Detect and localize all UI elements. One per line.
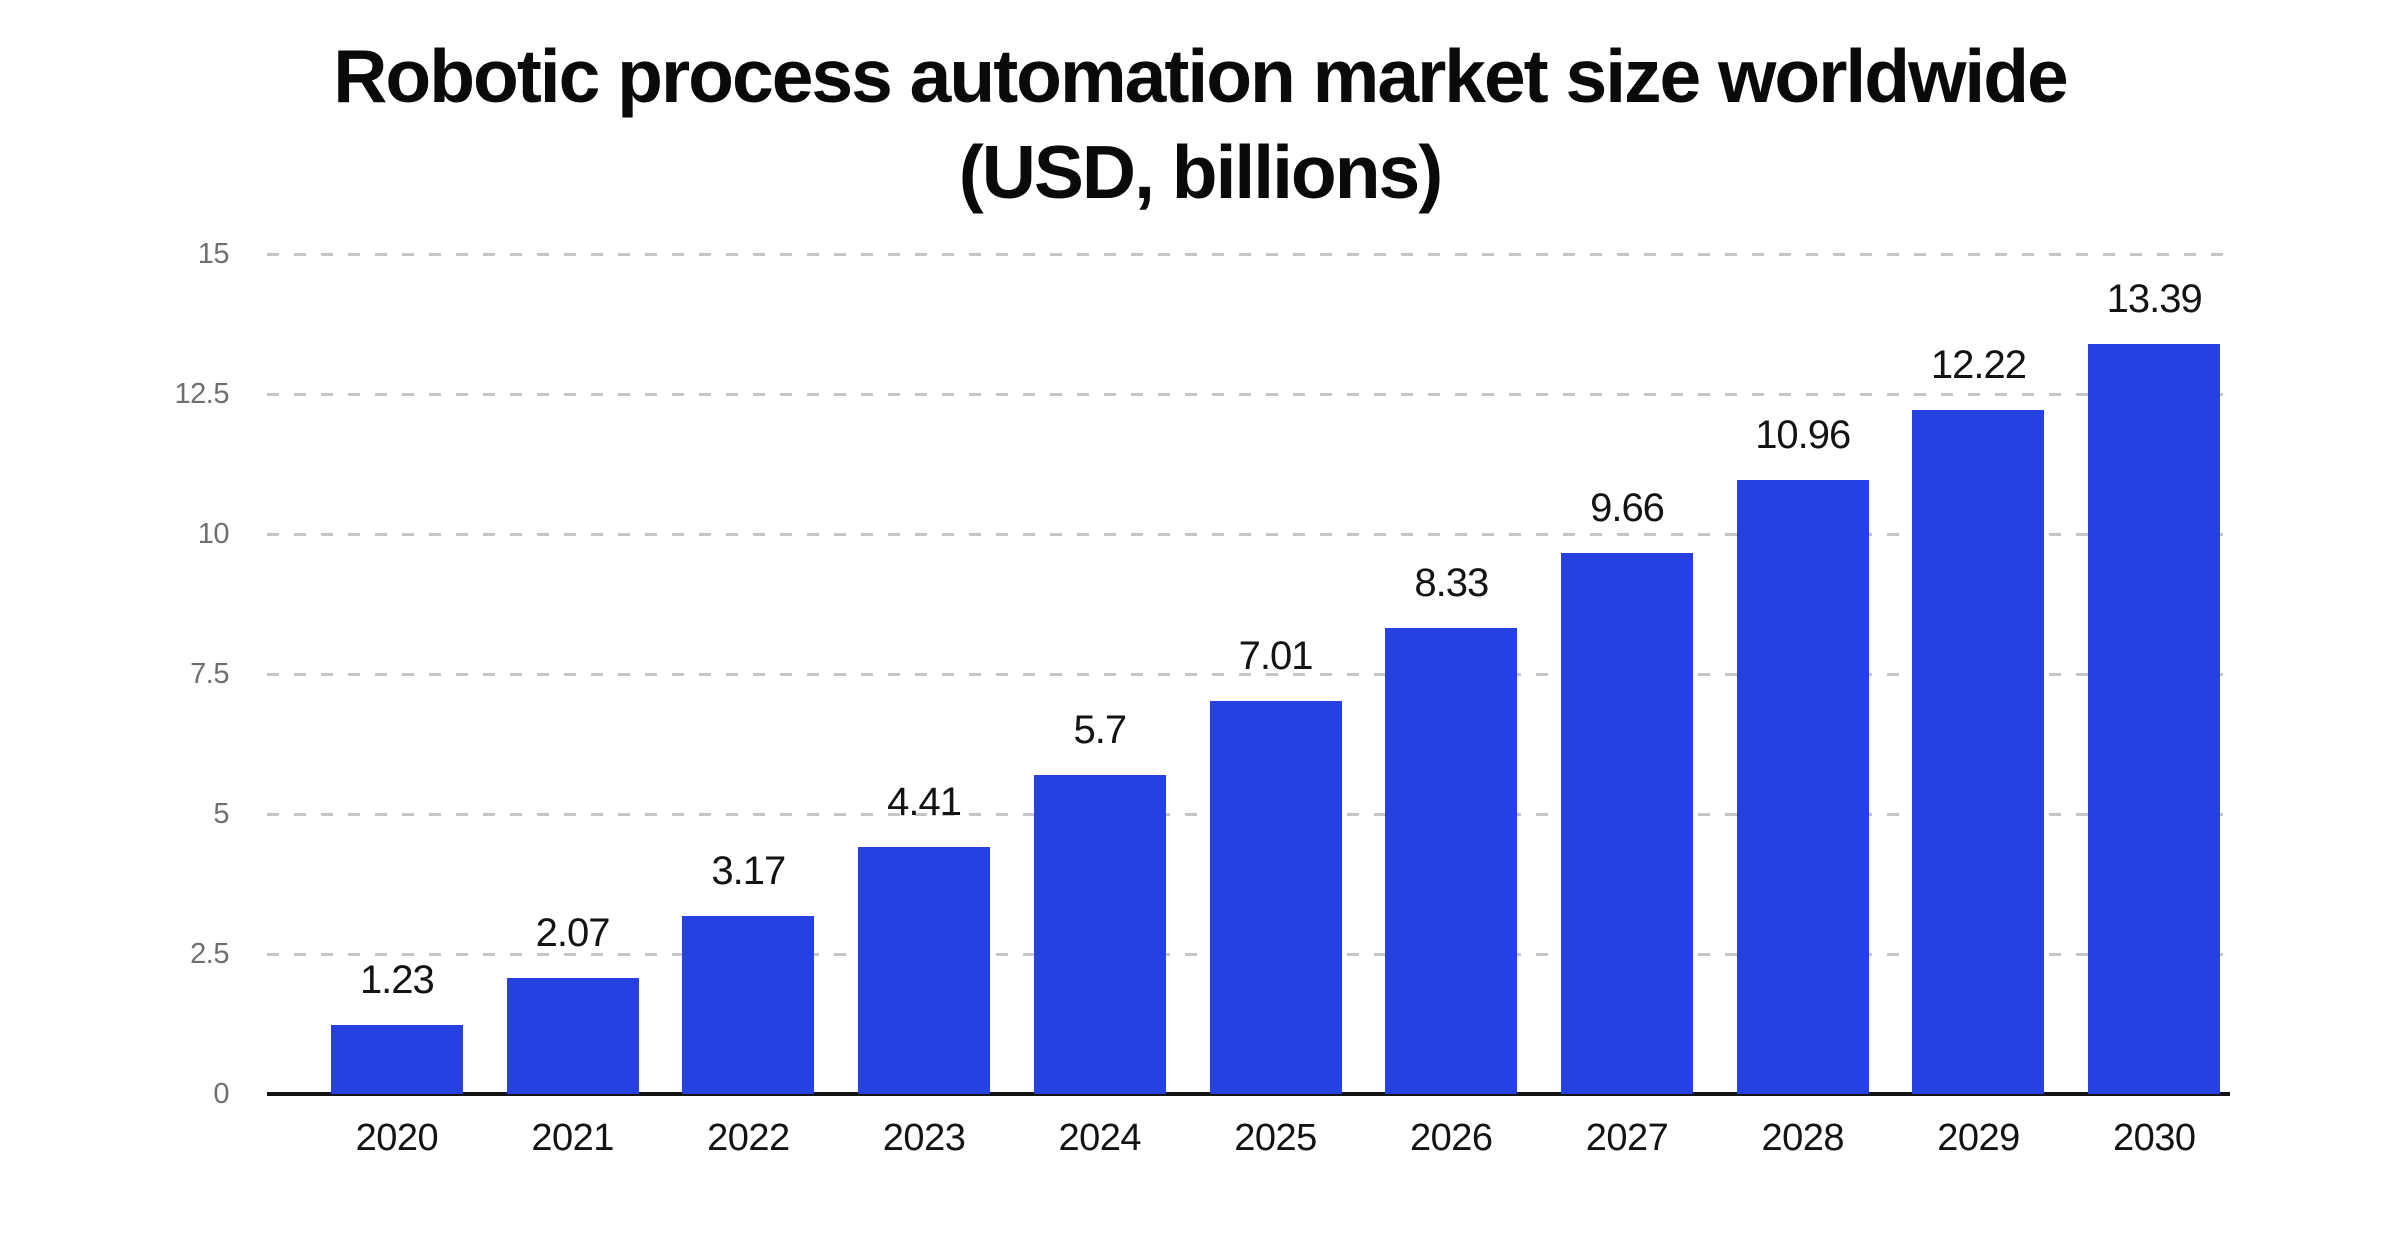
bar-group: 9.66 [1539,254,1715,1094]
bar-group: 12.22 [1891,254,2067,1094]
bar-value-label: 10.96 [1755,413,1851,458]
bar-value-label: 5.7 [1073,707,1128,752]
bar [682,916,815,1094]
y-tick-label: 5 [213,798,229,830]
x-tick-label: 2026 [1410,1117,1493,1159]
bar [506,978,639,1094]
bar [858,847,991,1094]
x-tick-label: 2024 [1058,1117,1142,1159]
bar-value-label: 4.41 [887,780,962,825]
chart-title: Robotic process automation market size w… [333,34,2069,118]
x-tick-label: 2027 [1585,1117,1669,1159]
bar [330,1025,463,1094]
bar-value-label: 9.66 [1590,486,1665,531]
plot-area: 1.23 2.07 3.17 4.41 5.7 7.01 8.33 9.66 10.96 12.2… [175,238,2230,1159]
bar-group: 3.17 [660,254,836,1094]
x-axis-line [267,1092,2230,1096]
x-tick-label: 2025 [1234,1117,1317,1159]
bar [1912,409,2045,1094]
x-tick-label: 2022 [707,1117,790,1159]
bar-group: 7.01 [1188,254,1364,1094]
y-tick-label: 15 [197,238,230,270]
bar-value-label: 7.01 [1238,634,1314,679]
bar-value-label: 8.33 [1414,560,1489,605]
bar-group: 4.41 [836,254,1012,1094]
bar-value-label: 13.39 [2106,277,2203,322]
y-tick-label: 0 [213,1078,229,1110]
bar-group: 13.39 [2066,254,2242,1094]
x-tick-label: 2030 [2112,1117,2196,1159]
bar-value-label: 2.07 [535,911,611,956]
gridline [267,532,2230,536]
y-tick-label: 12.5 [174,378,230,410]
x-tick-label: 2021 [531,1117,614,1159]
x-tick-label: 2028 [1761,1117,1845,1159]
bar-group: 1.23 [309,254,485,1094]
bar [1209,701,1342,1094]
bar-value-label: 1.23 [359,958,435,1003]
bar-group: 10.96 [1715,254,1891,1094]
chart-subtitle: (USD, billions) [958,130,1443,214]
gridline [267,672,2230,676]
y-tick-label: 7.5 [190,658,229,690]
bar [1736,480,1869,1094]
x-tick-labels-row: 2020 2021 2022 2023 2024 2025 2026 2027 2028 2029… [309,1116,2242,1160]
bar-group: 2.07 [485,254,661,1094]
gridline [267,252,2230,256]
bar-value-label: 12.22 [1930,342,2027,387]
x-tick-label: 2023 [882,1117,966,1159]
y-tick-label: 10 [197,518,230,550]
bar [2088,344,2221,1094]
bar [1561,553,1693,1094]
x-tick-label: 2020 [355,1117,439,1159]
x-tick-label: 2029 [1937,1117,2020,1159]
bar-group: 5.7 [1012,254,1188,1094]
chart-title-block: Robotic process automation market size w… [0,28,2400,220]
bar [1385,627,1518,1094]
bar-value-label: 3.17 [711,849,786,894]
gridline [267,392,2230,396]
bar-group: 8.33 [1363,254,1539,1094]
bar [1033,774,1166,1094]
y-tick-label: 2.5 [190,938,229,970]
bars-row: 1.23 2.07 3.17 4.41 5.7 7.01 8.33 9.66 10.96 12.2… [309,254,2242,1094]
